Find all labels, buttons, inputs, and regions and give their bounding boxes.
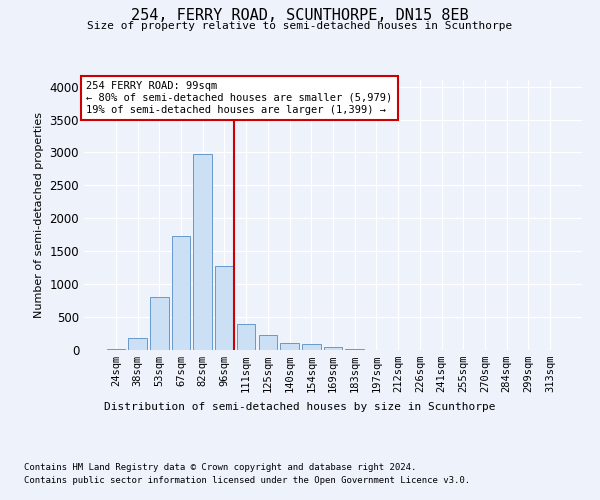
Text: Contains HM Land Registry data © Crown copyright and database right 2024.: Contains HM Land Registry data © Crown c… [24, 462, 416, 471]
Text: Distribution of semi-detached houses by size in Scunthorpe: Distribution of semi-detached houses by … [104, 402, 496, 412]
Bar [280, 343, 299, 350]
Bar [193, 154, 212, 350]
Bar [302, 344, 320, 350]
Bar [324, 348, 342, 350]
Bar [237, 324, 256, 350]
Bar [128, 338, 147, 350]
Bar [215, 266, 233, 350]
Text: Contains public sector information licensed under the Open Government Licence v3: Contains public sector information licen… [24, 476, 470, 485]
Text: 254, FERRY ROAD, SCUNTHORPE, DN15 8EB: 254, FERRY ROAD, SCUNTHORPE, DN15 8EB [131, 8, 469, 22]
Bar [172, 236, 190, 350]
Bar [150, 298, 169, 350]
Y-axis label: Number of semi-detached properties: Number of semi-detached properties [34, 112, 44, 318]
Bar [259, 335, 277, 350]
Text: 254 FERRY ROAD: 99sqm
← 80% of semi-detached houses are smaller (5,979)
19% of s: 254 FERRY ROAD: 99sqm ← 80% of semi-deta… [86, 82, 393, 114]
Text: Size of property relative to semi-detached houses in Scunthorpe: Size of property relative to semi-detach… [88, 21, 512, 31]
